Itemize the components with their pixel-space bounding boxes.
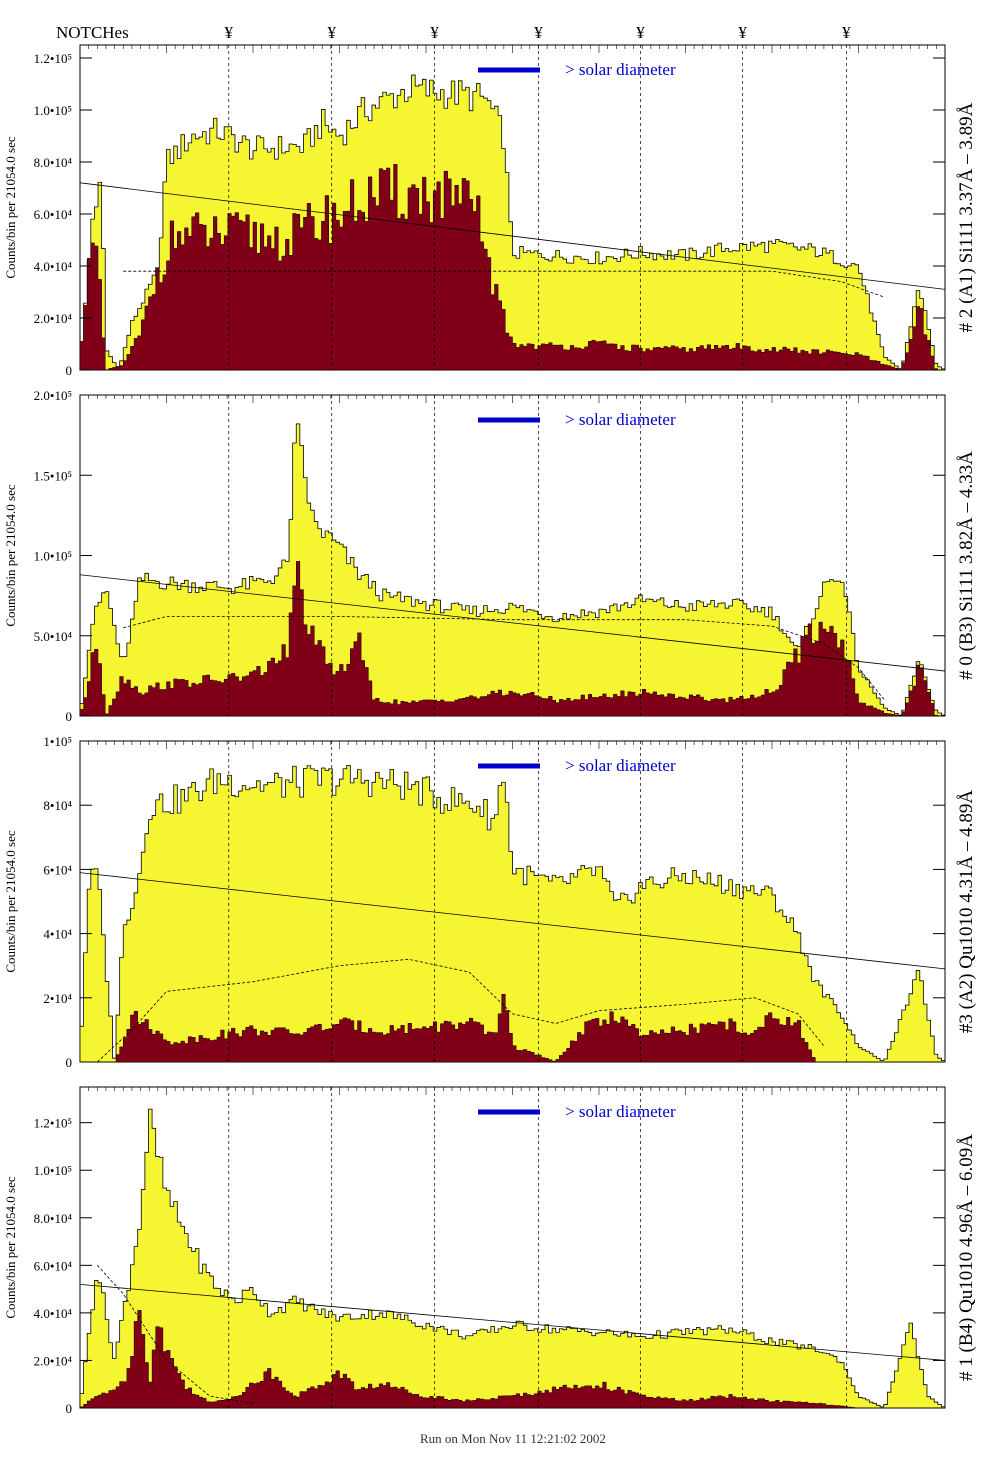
panel-title: # 0 (B3) Si111 3.82Å – 4.33Å: [956, 451, 977, 680]
panel-1: 0 5.0•10⁴ 1.0•10⁵ 1.5•10⁵ 2.0•10⁵ Counts/bin …: [3, 388, 977, 724]
maroon-histogram: [80, 993, 945, 1063]
fit-line: [79, 182, 946, 290]
y-axis-label: Counts/bin per 21054.0 sec: [3, 1176, 18, 1318]
y-tick-label: 6.0•10⁴: [34, 1258, 73, 1273]
notch-symbol: ¥: [327, 23, 336, 42]
y-tick-label: 4•10⁴: [43, 927, 72, 942]
notch-symbol: ¥: [636, 23, 645, 42]
panel-0: 0 2.0•10⁴ 4.0•10⁴ 6.0•10⁴ 8.0•10⁴ 1.0•10⁵ 1.2•…: [3, 44, 977, 378]
y-tick-label: 0: [66, 1401, 73, 1416]
notch-symbol: ¥: [430, 23, 439, 42]
y-tick-label: 1•10⁵: [43, 734, 72, 749]
notch-symbol: ¥: [842, 23, 851, 42]
notch-symbol: ¥: [738, 23, 747, 42]
y-tick-label: 1.5•10⁵: [34, 468, 72, 483]
y-tick-label: 0: [66, 1055, 73, 1070]
dashed-curve: [123, 270, 885, 298]
y-tick-label: 0: [66, 363, 73, 378]
panel-title: #3 (A2) Qu1010 4.31Å – 4.89Å: [956, 790, 977, 1034]
y-tick-label: 4.0•10⁴: [34, 1306, 73, 1321]
y-tick-label: 0: [66, 709, 73, 724]
y-tick-label: 6•10⁴: [43, 862, 72, 877]
fit-line: [79, 872, 946, 970]
annotation-label: > solar diameter: [565, 1102, 676, 1121]
notch-symbol: ¥: [534, 23, 543, 42]
y-tick-label: 1.0•10⁵: [34, 549, 72, 564]
run-timestamp: Run on Mon Nov 11 12:21:02 2002: [420, 1431, 606, 1446]
panel-2: 0 2•10⁴ 4•10⁴ 6•10⁴ 8•10⁴ 1•10⁵ Counts/bin per…: [3, 734, 977, 1070]
y-axis-label: Counts/bin per 21054.0 sec: [3, 136, 18, 278]
y-tick-label: 6.0•10⁴: [34, 207, 73, 222]
panel-3: 0 2.0•10⁴ 4.0•10⁴ 6.0•10⁴ 8.0•10⁴ 1.0•10⁵ 1.2•…: [3, 1086, 977, 1416]
panel-title: # 2 (A1) Si111 3.37Å – 3.89Å: [956, 102, 977, 332]
y-axis-label: Counts/bin per 21054.0 sec: [3, 484, 18, 626]
y-tick-label: 1.0•10⁵: [34, 103, 72, 118]
maroon-histogram: [79, 164, 945, 371]
chart-panels: 0 2.0•10⁴ 4.0•10⁴ 6.0•10⁴ 8.0•10⁴ 1.0•10⁵ 1.2•…: [3, 44, 977, 1416]
panel-title: # 1 (B4) Qu1010 4.96Å – 6.09Å: [956, 1134, 977, 1381]
fit-line: [79, 1283, 946, 1361]
notches-label: NOTCHes: [56, 23, 129, 42]
annotation-label: > solar diameter: [565, 756, 676, 775]
dashed-curve: [97, 1265, 254, 1404]
y-tick-label: 1.0•10⁵: [34, 1163, 72, 1178]
annotation-label: > solar diameter: [565, 410, 676, 429]
y-tick-label: 1.2•10⁵: [34, 1116, 72, 1131]
y-tick-label: 2•10⁴: [43, 991, 72, 1006]
fit-line: [79, 574, 946, 672]
y-tick-label: 2.0•10⁵: [34, 388, 72, 403]
y-tick-label: 1.2•10⁵: [34, 51, 72, 66]
y-tick-label: 5.0•10⁴: [34, 629, 73, 644]
y-tick-label: 4.0•10⁴: [34, 259, 73, 274]
y-tick-label: 8.0•10⁴: [34, 1211, 73, 1226]
y-tick-label: 2.0•10⁴: [34, 1353, 73, 1368]
annotation-label: > solar diameter: [565, 60, 676, 79]
y-tick-label: 8.0•10⁴: [34, 155, 73, 170]
yellow-histogram: [79, 1108, 946, 1409]
notch-markers: ¥ ¥ ¥ ¥ ¥ ¥ ¥: [225, 23, 852, 42]
y-tick-label: 2.0•10⁴: [34, 311, 73, 326]
maroon-histogram: [79, 1310, 945, 1409]
y-tick-label: 8•10⁴: [43, 798, 72, 813]
notch-symbol: ¥: [225, 23, 234, 42]
maroon-histogram: [79, 561, 945, 717]
dashed-curve: [123, 616, 885, 701]
dashed-curve: [97, 958, 825, 1063]
y-axis-label: Counts/bin per 21054.0 sec: [3, 830, 18, 972]
